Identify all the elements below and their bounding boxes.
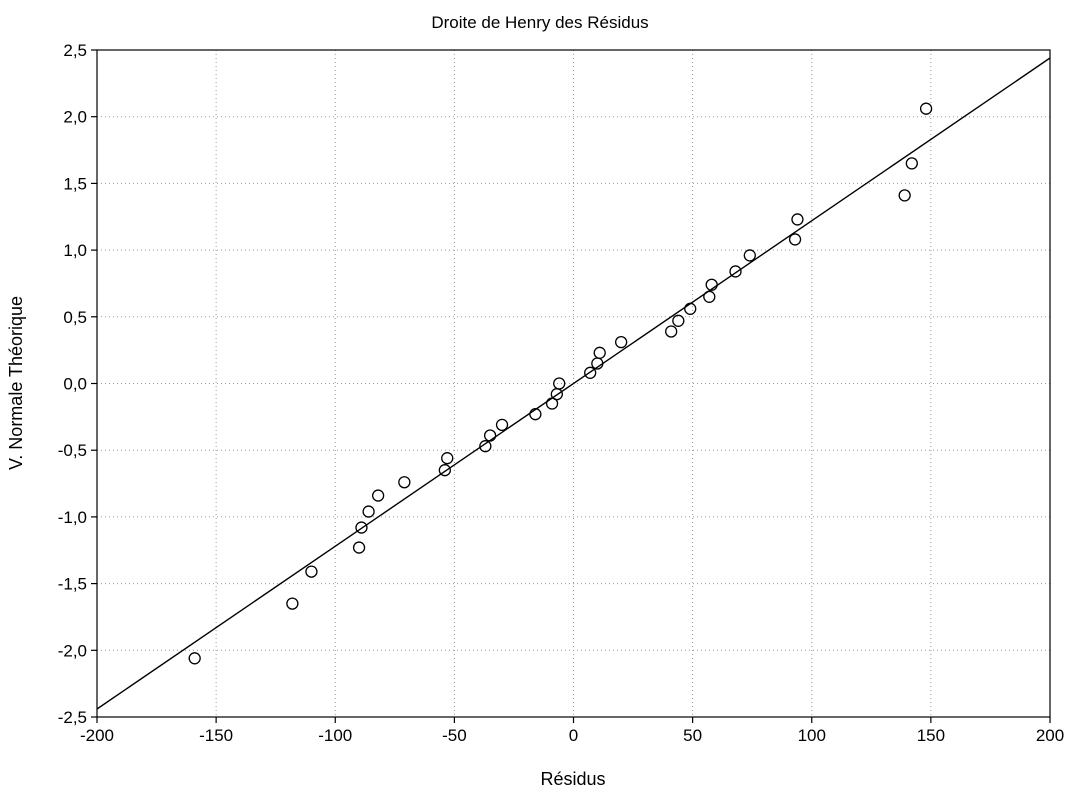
fit-line-group (96, 57, 1051, 710)
data-point (286, 597, 299, 610)
data-point (371, 489, 385, 502)
fit-line (96, 57, 1051, 710)
x-tick-label: 0 (569, 726, 578, 745)
data-point (529, 408, 542, 421)
y-tick-label: 0,0 (63, 375, 87, 394)
data-point (495, 418, 509, 432)
y-axis-ticks: -2,5 -2,0 -1,5 -1,0 -0,5 0,0 0,5 1,0 1,5 2,0 2,5 (58, 41, 97, 727)
x-tick-label: 50 (683, 726, 702, 745)
x-axis-ticks: -200 -150 -100 -50 0 50 100 150 200 (80, 717, 1064, 745)
data-point (703, 290, 716, 303)
data-point (665, 325, 678, 338)
x-tick-label: 200 (1036, 726, 1064, 745)
y-tick-label: 0,5 (63, 308, 87, 327)
data-point (898, 189, 911, 202)
data-point (362, 505, 375, 518)
data-point (584, 366, 597, 379)
data-point (743, 249, 756, 262)
data-point (905, 157, 918, 170)
data-point (398, 476, 411, 489)
x-tick-label: 100 (798, 726, 826, 745)
y-tick-label: 2,0 (63, 108, 87, 127)
data-point (441, 452, 454, 465)
y-tick-label: 1,5 (63, 174, 87, 193)
x-tick-label: -150 (199, 726, 233, 745)
data-point (553, 377, 566, 390)
data-point (483, 429, 497, 442)
data-point (672, 314, 685, 327)
x-tick-label: -100 (318, 726, 352, 745)
y-tick-label: -2,0 (58, 641, 87, 660)
data-point (788, 233, 802, 246)
x-tick-label: 150 (917, 726, 945, 745)
data-point (729, 265, 742, 278)
data-point (705, 278, 718, 291)
x-axis-title: Résidus (540, 769, 605, 789)
data-point (593, 346, 606, 359)
data-points (188, 102, 933, 665)
y-tick-label: 1,0 (63, 241, 87, 260)
data-point (305, 565, 318, 578)
y-tick-label: -1,5 (58, 575, 87, 594)
data-point (919, 102, 933, 115)
data-point (352, 541, 366, 554)
x-tick-label: -50 (442, 726, 467, 745)
y-tick-label: 2,5 (63, 41, 87, 60)
data-point (355, 521, 368, 534)
data-point (438, 464, 451, 477)
data-point (479, 440, 492, 453)
x-tick-label: -200 (80, 726, 114, 745)
y-tick-label: -2,5 (58, 708, 87, 727)
y-tick-label: -1,0 (58, 508, 87, 527)
data-point (791, 213, 804, 226)
data-point (188, 652, 201, 665)
chart-title: Droite de Henry des Résidus (431, 13, 648, 32)
y-axis-title: V. Normale Théorique (6, 296, 26, 470)
y-tick-label: -0,5 (58, 441, 87, 460)
data-point (615, 335, 628, 349)
data-point (684, 302, 697, 315)
